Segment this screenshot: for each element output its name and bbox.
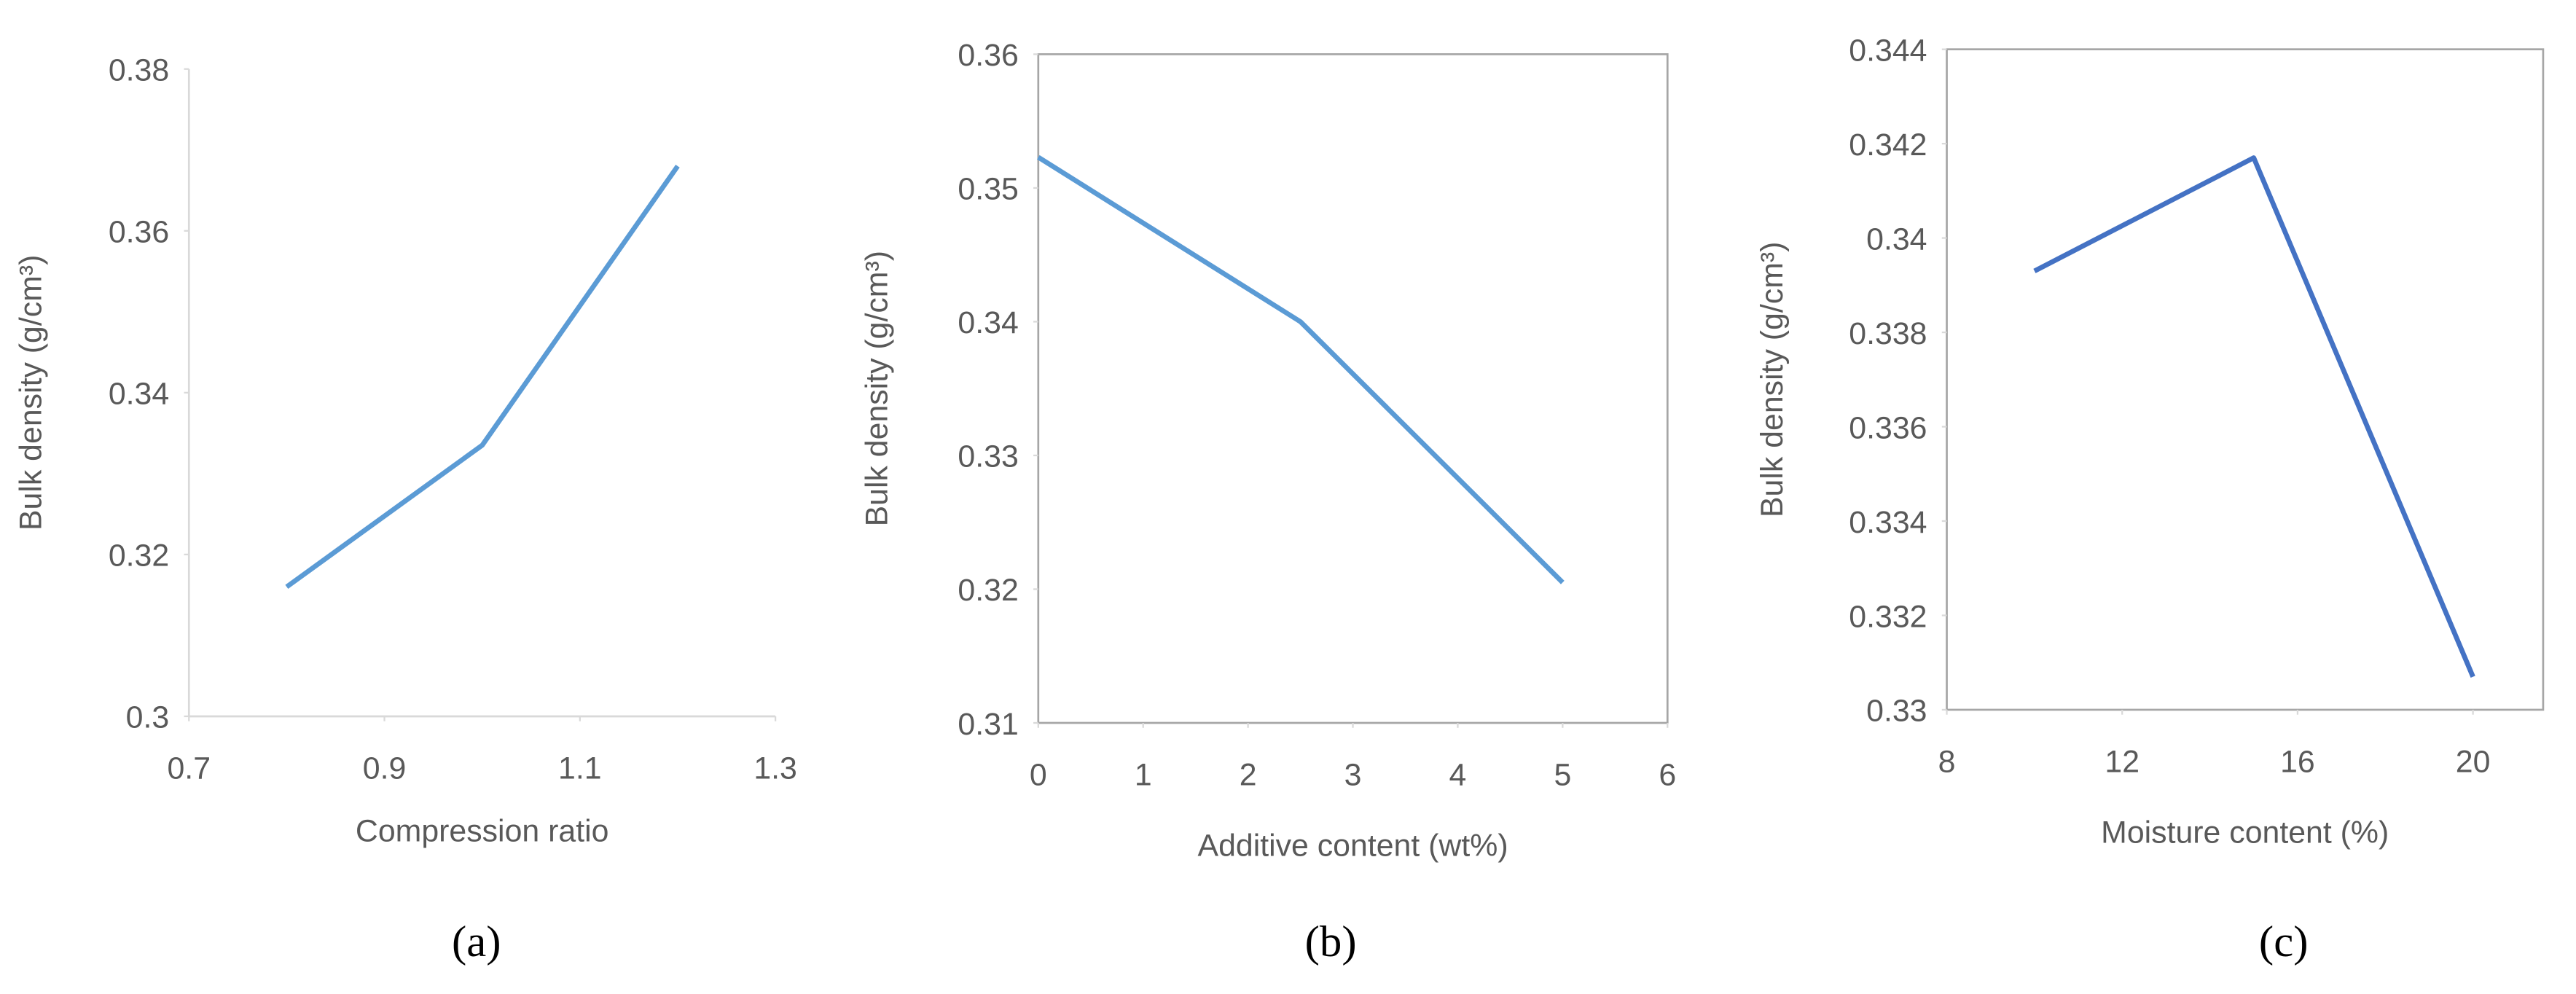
y-tick-label: 0.36 — [958, 38, 1018, 73]
y-tick-label: 0.338 — [1849, 316, 1927, 351]
caption: (c) — [2259, 917, 2309, 966]
x-tick-label: 12 — [2105, 745, 2140, 780]
plot-border — [1037, 53, 1669, 724]
y-tick-label: 0.332 — [1849, 599, 1927, 634]
x-tick-label: 4 — [1449, 758, 1467, 793]
data-line — [2033, 155, 2475, 678]
x-tick-label: 6 — [1659, 758, 1676, 793]
y-tick-label: 0.34 — [1866, 222, 1927, 257]
caption: (b) — [1305, 917, 1357, 966]
y-axis-title: Bulk density (g/cm³) — [13, 255, 48, 531]
x-axis-title: Moisture content (%) — [2101, 815, 2389, 850]
x-tick-label: 1 — [1135, 758, 1152, 793]
x-tick-label: 0.9 — [363, 751, 407, 786]
y-tick-label: 0.342 — [1849, 128, 1927, 163]
x-axis-title: Compression ratio — [356, 813, 609, 848]
y-tick-label: 0.34 — [109, 377, 169, 412]
x-tick-label: 2 — [1240, 758, 1257, 793]
y-tick-label: 0.334 — [1849, 505, 1927, 540]
y-tick-label: 0.31 — [958, 707, 1018, 742]
x-tick-label: 1.1 — [558, 751, 602, 786]
plot-border — [1946, 48, 2545, 711]
y-tick-label: 0.32 — [109, 539, 169, 574]
y-tick-label: 0.32 — [958, 573, 1018, 608]
caption: (a) — [452, 917, 501, 966]
y-tick-label: 0.34 — [958, 305, 1018, 340]
x-tick-label: 16 — [2280, 745, 2315, 780]
y-axis-title: Bulk density (g/cm³) — [1755, 242, 1790, 517]
x-tick-label: 0.7 — [167, 751, 211, 786]
x-tick-label: 8 — [1938, 745, 1956, 780]
data-line — [1037, 154, 1565, 584]
x-tick-label: 5 — [1554, 758, 1571, 793]
y-tick-label: 0.38 — [109, 52, 169, 87]
y-tick-label: 0.36 — [109, 215, 169, 250]
x-tick-label: 20 — [2456, 745, 2491, 780]
x-axis-title: Additive content (wt%) — [1198, 829, 1508, 864]
y-tick-label: 0.35 — [958, 172, 1018, 207]
y-tick-label: 0.344 — [1849, 33, 1927, 68]
y-tick-label: 0.33 — [958, 439, 1018, 474]
y-tick-label: 0.336 — [1849, 410, 1927, 445]
y-axis-title: Bulk density (g/cm³) — [859, 251, 894, 526]
y-tick-label: 0.33 — [1866, 694, 1927, 729]
data-line — [285, 165, 680, 590]
x-tick-label: 1.3 — [753, 751, 797, 786]
x-tick-label: 0 — [1030, 758, 1047, 793]
y-tick-label: 0.3 — [126, 700, 170, 735]
x-tick-label: 3 — [1344, 758, 1362, 793]
